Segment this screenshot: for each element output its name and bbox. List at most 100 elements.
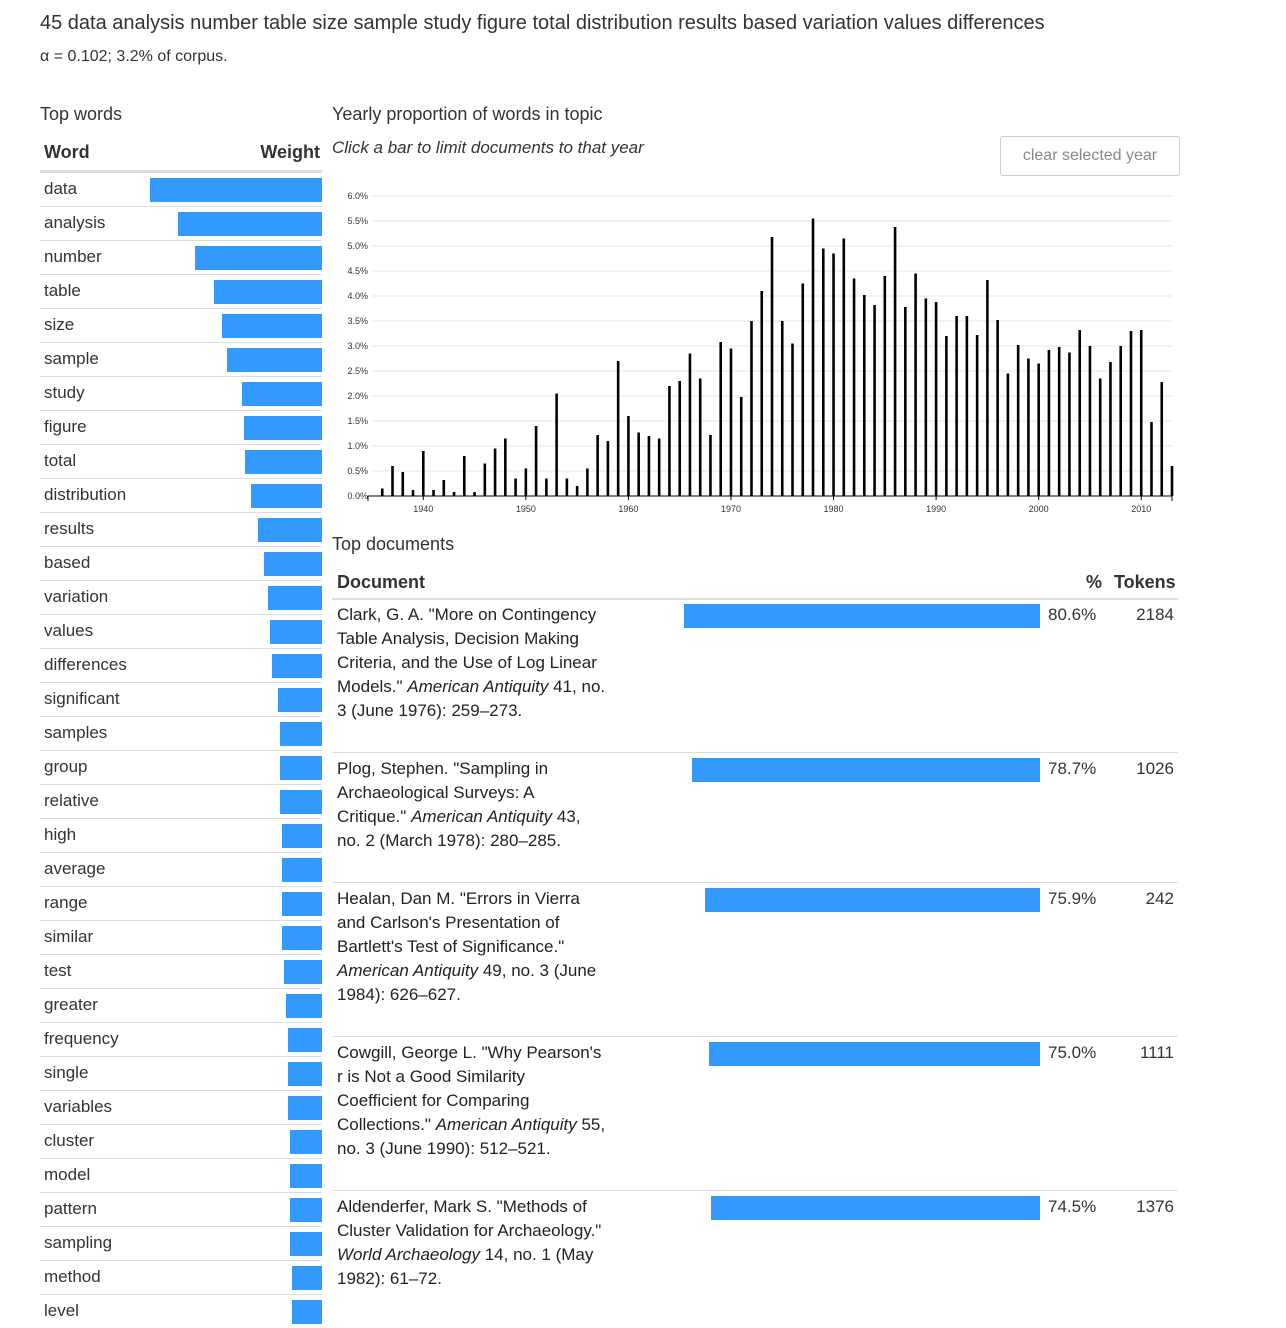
year-bar[interactable]: [1016, 345, 1020, 496]
year-bar[interactable]: [1160, 382, 1164, 496]
year-bar[interactable]: [975, 335, 979, 496]
year-bar[interactable]: [432, 490, 435, 496]
document-citation[interactable]: Plog, Stephen. "Sampling in Archaeologic…: [337, 757, 607, 853]
year-bar[interactable]: [657, 438, 661, 497]
word-row[interactable]: frequency: [40, 1022, 322, 1056]
year-bar[interactable]: [514, 478, 517, 497]
word-row[interactable]: distribution: [40, 478, 322, 512]
year-bar[interactable]: [391, 466, 394, 496]
document-row[interactable]: Aldenderfer, Mark S. "Methods of Cluster…: [332, 1190, 1178, 1321]
word-row[interactable]: sampling: [40, 1226, 322, 1260]
document-row[interactable]: Clark, G. A. "More on Contingency Table …: [332, 598, 1178, 753]
word-label[interactable]: high: [44, 825, 77, 844]
year-bar[interactable]: [473, 492, 476, 496]
word-label[interactable]: range: [44, 893, 88, 912]
word-row[interactable]: number: [40, 240, 322, 274]
year-bar[interactable]: [965, 316, 969, 496]
year-bar[interactable]: [1119, 346, 1123, 496]
year-bar[interactable]: [1037, 363, 1040, 497]
year-bar[interactable]: [760, 291, 764, 496]
word-row[interactable]: range: [40, 886, 322, 920]
word-label[interactable]: sampling: [44, 1233, 113, 1252]
year-bar[interactable]: [483, 463, 487, 497]
year-bar[interactable]: [893, 227, 897, 496]
document-citation[interactable]: Cowgill, George L. "Why Pearson's r is N…: [337, 1041, 607, 1161]
word-row[interactable]: group: [40, 750, 322, 784]
year-bar[interactable]: [1170, 466, 1174, 496]
clear-selected-year-button[interactable]: clear selected year: [1000, 136, 1180, 176]
year-bar[interactable]: [627, 416, 630, 496]
word-label[interactable]: average: [44, 859, 106, 878]
year-bar[interactable]: [924, 298, 928, 497]
year-bar[interactable]: [493, 448, 497, 497]
word-label[interactable]: distribution: [44, 485, 127, 504]
word-label[interactable]: number: [44, 247, 102, 266]
year-bar[interactable]: [586, 468, 589, 497]
year-bar[interactable]: [1057, 347, 1061, 496]
word-label[interactable]: variation: [44, 587, 109, 606]
year-bar[interactable]: [1068, 352, 1071, 497]
word-label[interactable]: level: [44, 1301, 79, 1320]
word-label[interactable]: frequency: [44, 1029, 119, 1048]
word-label[interactable]: study: [44, 383, 85, 402]
word-label[interactable]: pattern: [44, 1199, 97, 1218]
document-citation[interactable]: Healan, Dan M. "Errors in Vierra and Car…: [337, 887, 607, 1007]
year-bar[interactable]: [452, 492, 456, 496]
document-row[interactable]: Healan, Dan M. "Errors in Vierra and Car…: [332, 882, 1178, 1037]
year-bar[interactable]: [832, 253, 835, 497]
year-bar[interactable]: [873, 305, 876, 496]
word-label[interactable]: table: [44, 281, 81, 300]
document-row[interactable]: Cowgill, George L. "Why Pearson's r is N…: [332, 1036, 1178, 1191]
word-row[interactable]: figure: [40, 410, 322, 444]
year-bar[interactable]: [709, 435, 712, 496]
word-label[interactable]: model: [44, 1165, 91, 1184]
word-label[interactable]: significant: [44, 689, 120, 708]
word-label[interactable]: greater: [44, 995, 98, 1014]
word-row[interactable]: pattern: [40, 1192, 322, 1226]
year-bar[interactable]: [463, 456, 466, 496]
year-bar[interactable]: [575, 486, 579, 496]
year-bar[interactable]: [606, 441, 610, 496]
year-bar[interactable]: [811, 218, 815, 497]
word-row[interactable]: data: [40, 172, 322, 206]
year-bar[interactable]: [1078, 330, 1081, 496]
year-bar[interactable]: [1088, 346, 1092, 496]
word-row[interactable]: sample: [40, 342, 322, 376]
year-bar[interactable]: [770, 237, 774, 496]
year-bar[interactable]: [596, 435, 599, 496]
year-bar[interactable]: [401, 472, 405, 496]
year-bar[interactable]: [565, 478, 569, 497]
word-label[interactable]: based: [44, 553, 91, 572]
year-bar[interactable]: [1139, 330, 1143, 496]
document-citation[interactable]: Aldenderfer, Mark S. "Methods of Cluster…: [337, 1195, 607, 1291]
word-label[interactable]: similar: [44, 927, 94, 946]
word-row[interactable]: greater: [40, 988, 322, 1022]
document-row[interactable]: Plog, Stephen. "Sampling in Archaeologic…: [332, 752, 1178, 883]
word-row[interactable]: relative: [40, 784, 322, 818]
word-row[interactable]: test: [40, 954, 322, 988]
year-bar[interactable]: [647, 436, 651, 496]
year-bar[interactable]: [801, 283, 805, 497]
year-bar[interactable]: [555, 393, 558, 497]
word-row[interactable]: analysis: [40, 206, 322, 240]
year-bar[interactable]: [1150, 422, 1153, 496]
word-label[interactable]: analysis: [44, 213, 106, 232]
word-label[interactable]: sample: [44, 349, 99, 368]
word-row[interactable]: cluster: [40, 1124, 322, 1158]
word-label[interactable]: single: [44, 1063, 89, 1082]
year-bar[interactable]: [914, 273, 917, 497]
year-bar[interactable]: [1047, 350, 1051, 496]
word-label[interactable]: relative: [44, 791, 99, 810]
word-label[interactable]: figure: [44, 417, 87, 436]
word-row[interactable]: values: [40, 614, 322, 648]
year-bar[interactable]: [1027, 358, 1030, 497]
year-bar[interactable]: [698, 378, 702, 497]
word-row[interactable]: similar: [40, 920, 322, 954]
word-label[interactable]: data: [44, 179, 78, 198]
year-bar[interactable]: [545, 478, 548, 497]
word-row[interactable]: method: [40, 1260, 322, 1294]
year-bar[interactable]: [780, 321, 784, 496]
word-label[interactable]: differences: [44, 655, 127, 674]
year-bar[interactable]: [821, 248, 825, 497]
year-bar[interactable]: [504, 438, 507, 497]
